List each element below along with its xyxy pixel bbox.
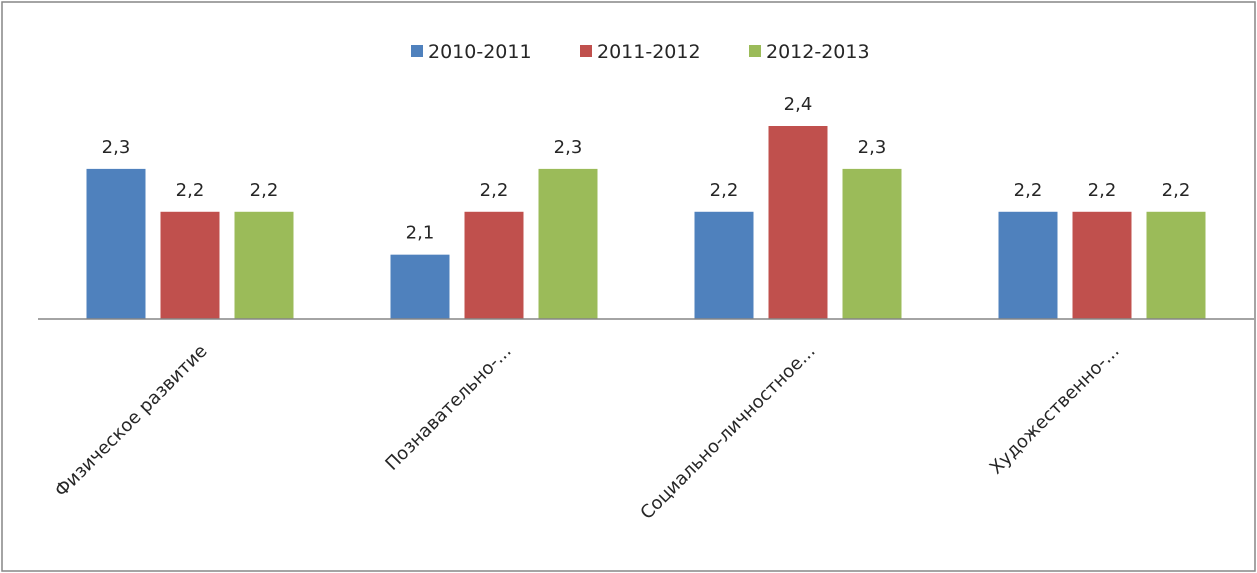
bar-cat2-series1	[390, 254, 450, 319]
bars-group	[86, 126, 1206, 319]
legend-label-2: 2011-2012	[597, 41, 701, 63]
legend-label-1: 2010-2011	[428, 41, 532, 63]
data-label-cat1-series3: 2,2	[250, 180, 279, 201]
bar-cat4-series3	[1146, 211, 1206, 319]
data-label-cat3-series2: 2,4	[784, 94, 813, 115]
legend-swatch-3	[749, 45, 761, 57]
bar-cat1-series1	[86, 168, 146, 319]
bar-cat2-series3	[538, 168, 598, 319]
data-label-cat1-series2: 2,2	[176, 180, 205, 201]
bar-cat1-series3	[234, 211, 294, 319]
bar-cat4-series1	[998, 211, 1058, 319]
legend-swatch-2	[580, 45, 592, 57]
bar-cat3-series2	[768, 126, 828, 319]
bar-cat1-series2	[160, 211, 220, 319]
bar-cat2-series2	[464, 211, 524, 319]
data-label-cat3-series1: 2,2	[710, 180, 739, 201]
data-labels-group: 2,3 2,2 2,2 2,1 2,2 2,3 2,2 2,4 2,3 2,2 2,2 2,2	[102, 94, 1191, 244]
data-label-cat2-series3: 2,3	[554, 137, 583, 158]
legend-label-3: 2012-2013	[766, 41, 870, 63]
bar-cat4-series2	[1072, 211, 1132, 319]
data-label-cat4-series1: 2,2	[1014, 180, 1043, 201]
data-label-cat2-series2: 2,2	[480, 180, 509, 201]
legend-swatch-1	[411, 45, 423, 57]
data-label-cat1-series1: 2,3	[102, 137, 131, 158]
data-label-cat4-series2: 2,2	[1088, 180, 1117, 201]
bar-cat3-series3	[842, 168, 902, 319]
bar-cat3-series1	[694, 211, 754, 319]
data-label-cat3-series3: 2,3	[858, 137, 887, 158]
data-label-cat4-series3: 2,2	[1162, 180, 1191, 201]
data-label-cat2-series1: 2,1	[406, 223, 435, 244]
legend: 2010-2011 2011-2012 2012-2013	[411, 41, 870, 63]
